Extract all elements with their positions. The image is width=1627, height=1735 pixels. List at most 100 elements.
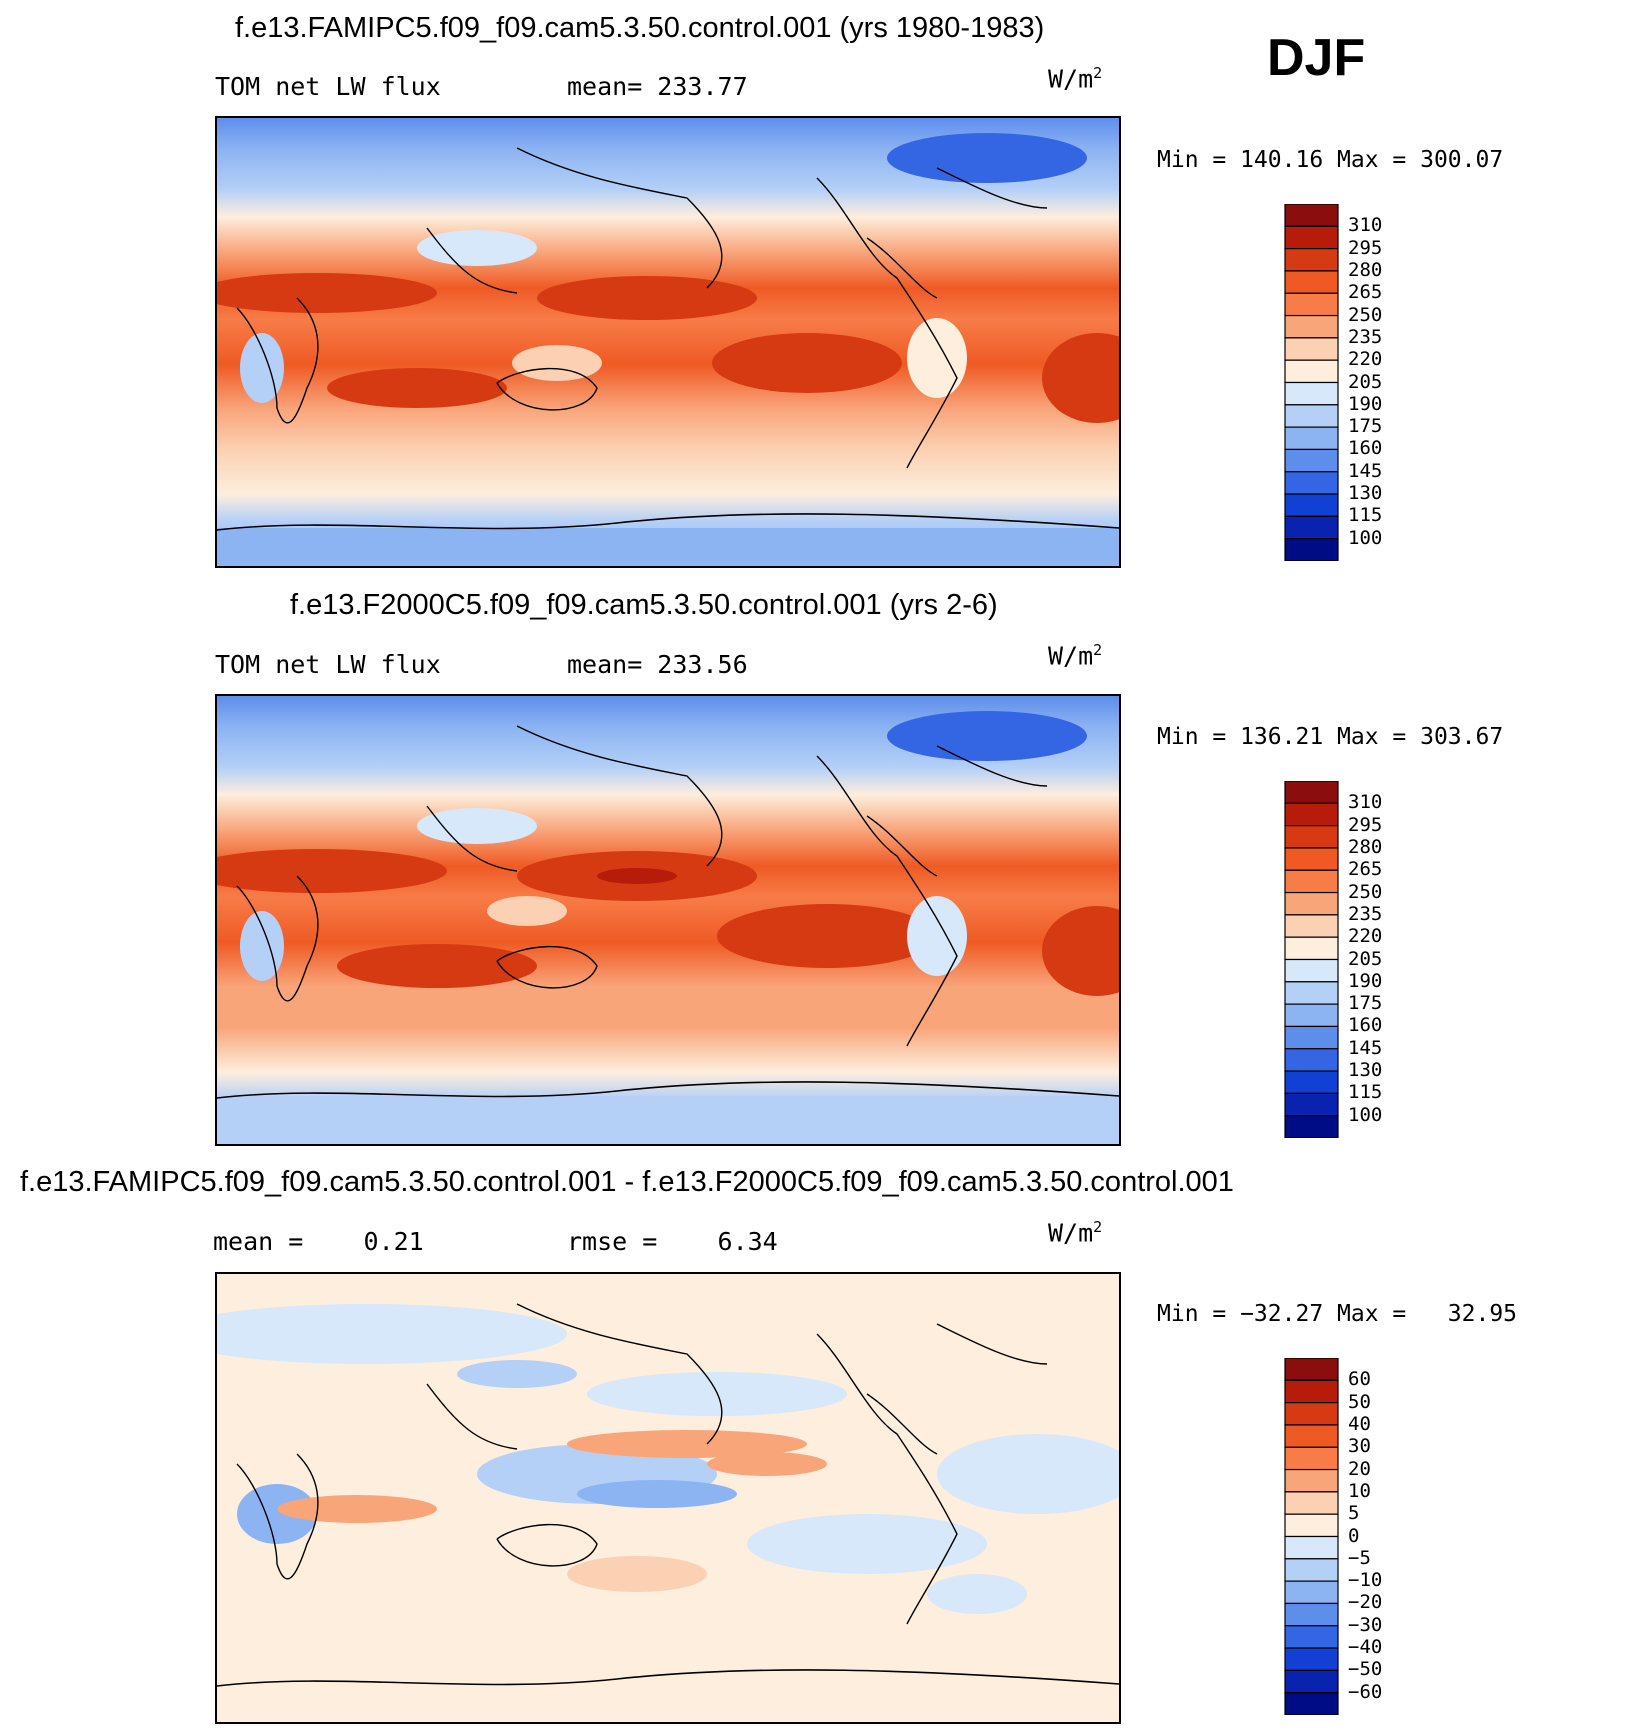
colorbar-box (1284, 448, 1339, 473)
colorbar-tick-label: 310 (1348, 791, 1383, 814)
colorbar-box (1284, 958, 1339, 983)
panel3-units: W/m2 (1048, 1218, 1103, 1248)
panel1-colorbar-svg (1284, 204, 1339, 561)
colorbar-tick-label: 295 (1348, 813, 1383, 836)
panel1-mean: mean= 233.77 (567, 72, 748, 101)
panel2-variable-label: TOM net LW flux (215, 650, 441, 679)
colorbar-tick-label: 190 (1348, 969, 1383, 992)
colorbar-tick-label: 205 (1348, 370, 1383, 393)
colorbar-box (1284, 1513, 1339, 1538)
panel1-colorbar (1284, 204, 1339, 561)
colorbar-tick-label: 50 (1348, 1390, 1371, 1413)
colorbar-box (1284, 825, 1339, 849)
colorbar-tick-label: 160 (1348, 1014, 1383, 1037)
colorbar-box (1284, 1070, 1339, 1094)
colorbar-box (1284, 781, 1339, 804)
panel2-colorbar (1284, 781, 1339, 1138)
colorbar-box (1284, 1647, 1339, 1671)
colorbar-tick-label: 235 (1348, 325, 1383, 348)
colorbar-tick-label: −30 (1348, 1613, 1383, 1636)
colorbar-tick-label: 40 (1348, 1412, 1371, 1435)
colorbar-box (1284, 426, 1339, 451)
colorbar-box (1284, 292, 1339, 317)
colorbar-tick-label: 265 (1348, 858, 1383, 881)
panel2-map (215, 694, 1121, 1146)
panel2-units: W/m2 (1048, 641, 1103, 671)
colorbar-box (1284, 1115, 1339, 1138)
colorbar-tick-label: 0 (1348, 1524, 1360, 1547)
colorbar-box (1284, 204, 1339, 227)
colorbar-box (1284, 1025, 1339, 1050)
colorbar-box (1284, 1491, 1339, 1515)
panel3-rmse: rmse = 6.34 (567, 1227, 778, 1256)
colorbar-box (1284, 404, 1339, 428)
colorbar-tick-label: 175 (1348, 415, 1383, 438)
colorbar-box (1284, 1692, 1339, 1715)
colorbar-box (1284, 248, 1339, 272)
colorbar-box (1284, 515, 1339, 540)
colorbar-tick-label: 130 (1348, 1059, 1383, 1082)
panel2-mean: mean= 233.56 (567, 650, 748, 679)
colorbar-box (1284, 1625, 1339, 1649)
colorbar-tick-label: −40 (1348, 1636, 1383, 1659)
panel1-variable-label: TOM net LW flux (215, 72, 441, 101)
colorbar-box (1284, 1092, 1339, 1117)
colorbar-tick-label: 220 (1348, 925, 1383, 948)
colorbar-box (1284, 1424, 1339, 1448)
panel1-units: W/m2 (1048, 64, 1103, 94)
colorbar-tick-label: −60 (1348, 1680, 1383, 1703)
season-label: DJF (1267, 29, 1366, 87)
colorbar-tick-label: 175 (1348, 992, 1383, 1015)
colorbar-tick-label: 20 (1348, 1457, 1371, 1480)
colorbar-tick-label: 130 (1348, 482, 1383, 505)
colorbar-tick-label: 115 (1348, 504, 1383, 527)
colorbar-box (1284, 1048, 1339, 1072)
colorbar-box (1284, 225, 1339, 250)
colorbar-tick-label: 280 (1348, 835, 1383, 858)
colorbar-tick-label: 280 (1348, 258, 1383, 281)
colorbar-box (1284, 1003, 1339, 1028)
colorbar-tick-label: 310 (1348, 214, 1383, 237)
colorbar-tick-label: 60 (1348, 1368, 1371, 1391)
colorbar-tick-label: 10 (1348, 1479, 1371, 1502)
colorbar-box (1284, 1580, 1339, 1605)
colorbar-tick-label: 265 (1348, 281, 1383, 304)
colorbar-tick-label: 100 (1348, 1103, 1383, 1126)
colorbar-tick-label: 145 (1348, 1036, 1383, 1059)
colorbar-box (1284, 1446, 1339, 1471)
colorbar-box (1284, 1669, 1339, 1694)
panel1-pacific-max (537, 276, 757, 320)
colorbar-box (1284, 914, 1339, 938)
colorbar-box (1284, 471, 1339, 495)
panel3-map-svg (217, 1274, 1119, 1722)
panel2-map-svg (217, 696, 1119, 1144)
colorbar-box (1284, 891, 1339, 916)
colorbar-box (1284, 270, 1339, 294)
panel1-map-svg (217, 118, 1119, 566)
colorbar-tick-label: 190 (1348, 392, 1383, 415)
colorbar-box (1284, 936, 1339, 961)
colorbar-box (1284, 1535, 1339, 1560)
colorbar-box (1284, 337, 1339, 361)
colorbar-box (1284, 493, 1339, 517)
panel3-colorbar (1284, 1358, 1339, 1715)
colorbar-tick-label: 235 (1348, 902, 1383, 925)
colorbar-tick-label: 220 (1348, 348, 1383, 371)
panel1-map (215, 116, 1121, 568)
colorbar-box (1284, 314, 1339, 339)
colorbar-box (1284, 869, 1339, 894)
colorbar-tick-label: 295 (1348, 236, 1383, 259)
colorbar-tick-label: −20 (1348, 1591, 1383, 1614)
panel3-title: f.e13.FAMIPC5.f09_f09.cam5.3.50.control.… (20, 1166, 1234, 1198)
colorbar-box (1284, 1468, 1339, 1493)
colorbar-box (1284, 847, 1339, 871)
colorbar-box (1284, 1558, 1339, 1582)
colorbar-box (1284, 359, 1339, 384)
colorbar-box (1284, 802, 1339, 827)
colorbar-box (1284, 981, 1339, 1005)
panel1-title: f.e13.FAMIPC5.f09_f09.cam5.3.50.control.… (235, 12, 1045, 44)
colorbar-box (1284, 1358, 1339, 1381)
colorbar-tick-label: −5 (1348, 1546, 1371, 1569)
panel1-minmax: Min = 140.16 Max = 300.07 (1157, 147, 1504, 173)
panel3-mean: mean = 0.21 (213, 1227, 424, 1256)
